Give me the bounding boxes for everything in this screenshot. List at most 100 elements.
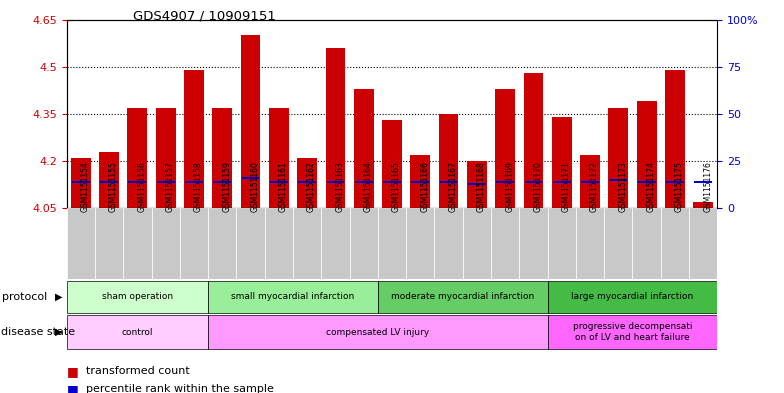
Bar — [665, 70, 684, 208]
Bar — [95, 208, 123, 279]
Bar — [637, 181, 655, 183]
Bar — [355, 181, 372, 183]
Bar — [440, 181, 458, 183]
Bar — [208, 315, 547, 349]
Bar — [580, 155, 600, 208]
Bar — [298, 181, 316, 183]
Bar — [180, 208, 208, 279]
Bar — [547, 208, 576, 279]
Bar — [99, 152, 119, 208]
Bar — [156, 108, 176, 208]
Bar — [208, 208, 237, 279]
Text: GSM1151174: GSM1151174 — [647, 161, 655, 212]
Bar — [67, 315, 208, 349]
Bar — [524, 181, 543, 183]
Bar — [695, 181, 712, 183]
Text: GSM1151172: GSM1151172 — [590, 161, 599, 212]
Bar — [467, 161, 487, 208]
Text: moderate myocardial infarction: moderate myocardial infarction — [391, 292, 535, 301]
Bar — [157, 181, 175, 183]
Text: GSM1151162: GSM1151162 — [307, 161, 316, 212]
Bar — [354, 89, 374, 208]
Bar — [269, 108, 289, 208]
Bar — [208, 281, 378, 313]
Bar — [129, 181, 147, 183]
Bar — [212, 108, 232, 208]
Text: large myocardial infarction: large myocardial infarction — [572, 292, 694, 301]
Bar — [382, 120, 402, 208]
Bar — [128, 108, 147, 208]
Text: percentile rank within the sample: percentile rank within the sample — [86, 384, 274, 393]
Bar — [547, 315, 717, 349]
Bar — [237, 208, 265, 279]
Text: ▶: ▶ — [55, 292, 63, 302]
Bar — [552, 117, 572, 208]
Bar — [439, 114, 459, 208]
Text: GSM1151158: GSM1151158 — [194, 161, 203, 212]
Bar — [519, 208, 547, 279]
Bar — [633, 208, 661, 279]
Bar — [383, 181, 401, 183]
Bar — [123, 208, 151, 279]
Text: ■: ■ — [67, 365, 82, 378]
Text: GSM1151163: GSM1151163 — [336, 161, 344, 212]
Bar — [71, 158, 91, 208]
Bar — [241, 177, 260, 179]
Text: disease state: disease state — [1, 327, 75, 337]
Bar — [547, 281, 717, 313]
Bar — [496, 181, 514, 183]
Bar — [325, 48, 345, 208]
Text: GSM1151161: GSM1151161 — [279, 161, 288, 212]
Bar — [378, 208, 406, 279]
Bar — [67, 281, 208, 313]
Bar — [297, 158, 317, 208]
Text: compensated LV injury: compensated LV injury — [326, 328, 430, 336]
Bar — [406, 208, 434, 279]
Text: GSM1151159: GSM1151159 — [222, 161, 231, 212]
Bar — [184, 70, 204, 208]
Text: GSM1151169: GSM1151169 — [505, 161, 514, 212]
Text: GSM1151160: GSM1151160 — [251, 161, 260, 212]
Text: GSM1151171: GSM1151171 — [562, 161, 571, 212]
Text: GSM1151175: GSM1151175 — [675, 161, 684, 212]
Bar — [213, 181, 231, 183]
Text: GSM1151155: GSM1151155 — [109, 161, 118, 212]
Bar — [491, 208, 519, 279]
Text: GSM1151164: GSM1151164 — [364, 161, 372, 212]
Bar — [689, 208, 717, 279]
Text: GSM1151167: GSM1151167 — [448, 161, 458, 212]
Bar — [661, 208, 689, 279]
Bar — [100, 181, 118, 183]
Text: GDS4907 / 10909151: GDS4907 / 10909151 — [133, 10, 276, 23]
Bar — [151, 208, 180, 279]
Text: ■: ■ — [67, 382, 82, 393]
Text: GSM1151176: GSM1151176 — [703, 161, 712, 212]
Bar — [321, 208, 350, 279]
Text: ▶: ▶ — [55, 327, 63, 337]
Bar — [412, 181, 429, 183]
Text: GSM1151157: GSM1151157 — [165, 161, 175, 212]
Text: GSM1151156: GSM1151156 — [137, 161, 147, 212]
Text: progressive decompensati
on of LV and heart failure: progressive decompensati on of LV and he… — [573, 322, 692, 342]
Bar — [434, 208, 463, 279]
Bar — [553, 181, 571, 183]
Bar — [604, 208, 633, 279]
Bar — [666, 181, 684, 183]
Bar — [326, 181, 344, 183]
Text: transformed count: transformed count — [86, 366, 190, 376]
Bar — [270, 181, 288, 183]
Bar — [265, 208, 293, 279]
Bar — [468, 183, 486, 185]
Text: GSM1151173: GSM1151173 — [619, 161, 627, 212]
Bar — [410, 155, 430, 208]
Bar — [693, 202, 713, 208]
Bar — [67, 208, 95, 279]
Bar — [378, 281, 547, 313]
Bar — [609, 179, 627, 181]
Text: GSM1151168: GSM1151168 — [477, 161, 486, 212]
Bar — [495, 89, 515, 208]
Text: GSM1151165: GSM1151165 — [392, 161, 401, 212]
Bar — [241, 35, 260, 208]
Text: GSM1151154: GSM1151154 — [81, 161, 90, 212]
Text: protocol: protocol — [2, 292, 48, 302]
